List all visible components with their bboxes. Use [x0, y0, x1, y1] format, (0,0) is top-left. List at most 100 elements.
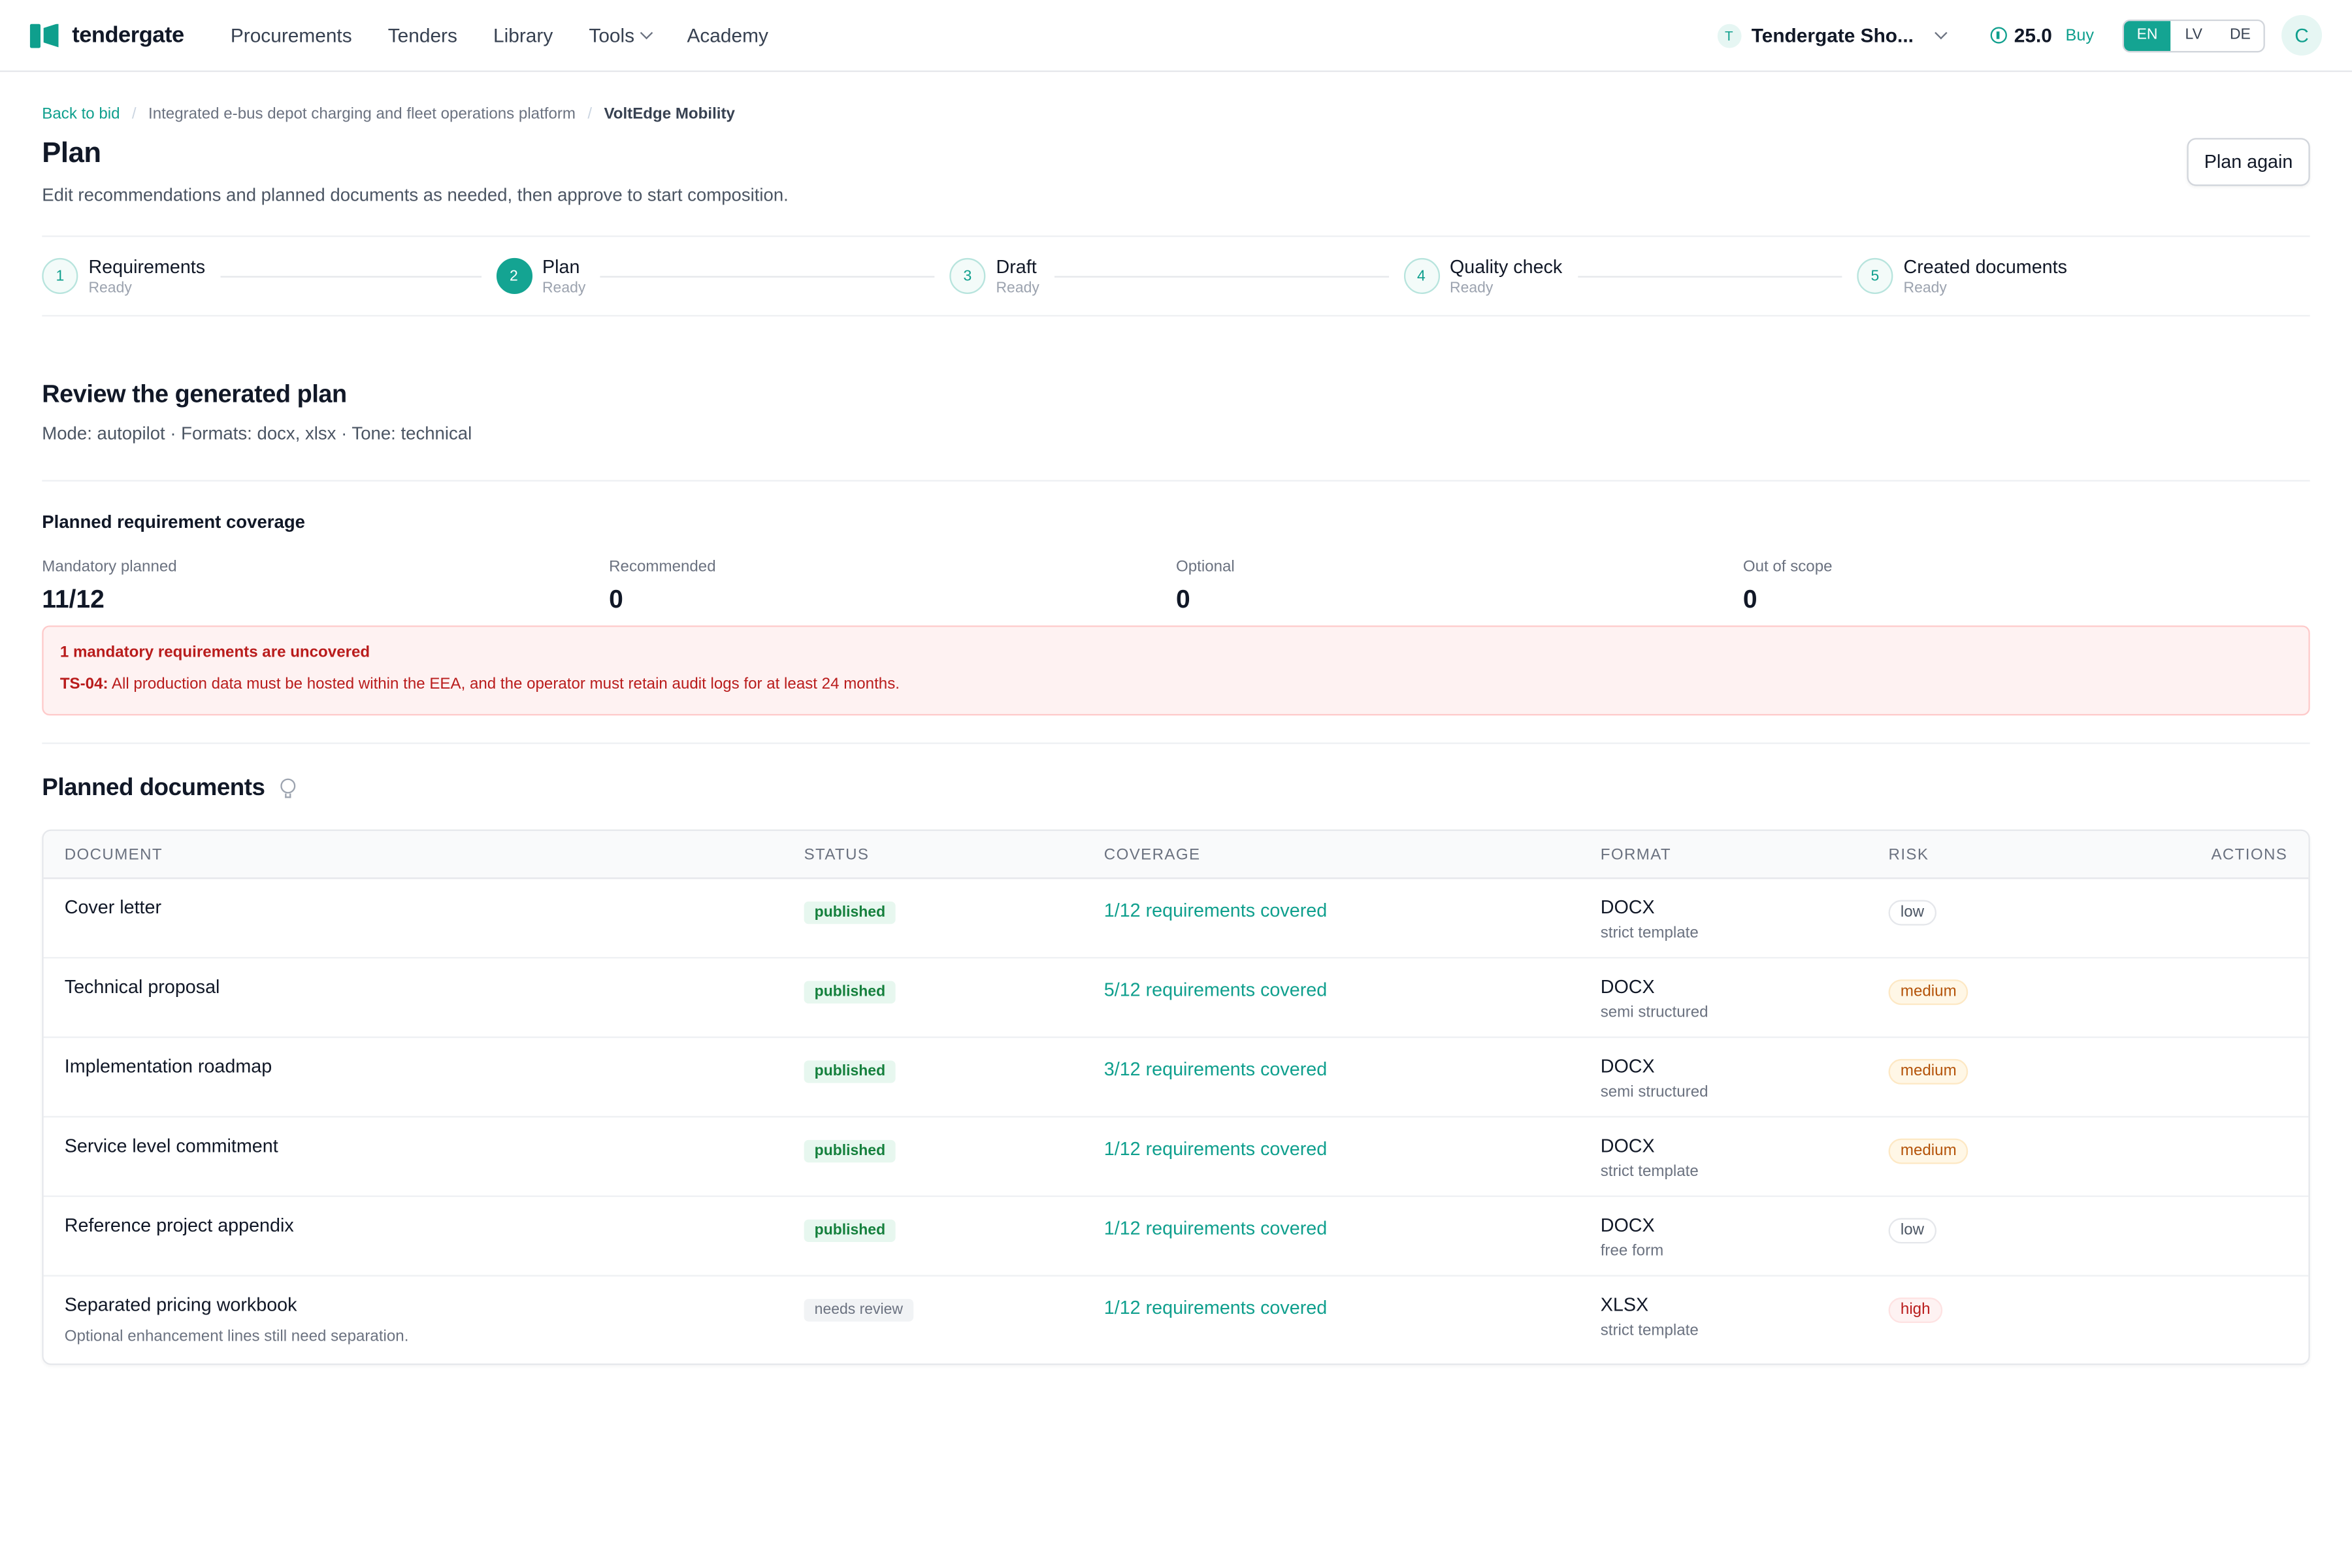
breadcrumb: Back to bid / Integrated e-bus depot cha…: [42, 105, 2310, 123]
document-note: Optional enhancement lines still need se…: [64, 1327, 409, 1346]
col-risk: RISK: [1888, 845, 1929, 864]
coverage-link[interactable]: 1/12 requirements covered: [1103, 1218, 1328, 1239]
alert-title: 1 mandatory requirements are uncovered: [59, 643, 370, 662]
breadcrumb-tender[interactable]: Integrated e-bus depot charging and flee…: [148, 105, 576, 123]
format-style: semi structured: [1600, 1003, 1708, 1022]
format-style: strict template: [1600, 924, 1699, 942]
format: DOCX: [1600, 976, 1655, 998]
chevron-down-icon: [640, 26, 653, 40]
table-header: DOCUMENT STATUS COVERAGE FORMAT RISK ACT…: [43, 830, 2309, 879]
col-status: STATUS: [804, 845, 870, 864]
table-row[interactable]: Technical proposal published 5/12 requir…: [43, 958, 2309, 1038]
step-draft[interactable]: 3 Draft Ready: [949, 255, 1403, 296]
nav-tenders[interactable]: Tenders: [388, 24, 457, 46]
stat-value: 11/12: [42, 585, 105, 614]
document-name: Cover letter: [64, 896, 162, 919]
table-row[interactable]: Separated pricing workbook Optional enhan…: [44, 1277, 2309, 1364]
step-number: 4: [1403, 257, 1439, 294]
format-style: strict template: [1600, 1162, 1699, 1181]
stat-label: Recommended: [609, 558, 716, 576]
logo-icon: [29, 23, 59, 48]
status-badge: published: [804, 981, 896, 1004]
step-connector: [1054, 275, 1388, 277]
org-avatar: T: [1716, 23, 1741, 48]
table-row[interactable]: Implementation roadmap published 3/12 re…: [43, 1038, 2309, 1118]
step-status: Ready: [1449, 280, 1494, 297]
coin-icon: [1990, 27, 2007, 44]
coverage-link[interactable]: 1/12 requirements covered: [1103, 900, 1328, 921]
org-switcher[interactable]: T Tendergate Sho...: [1716, 23, 1947, 48]
page-title: Plan: [42, 138, 101, 170]
documents-title: Planned documents: [42, 775, 265, 802]
nav-tools[interactable]: Tools: [589, 24, 653, 46]
step-quality-check[interactable]: 4 Quality check Ready: [1403, 255, 1857, 296]
risk-badge: low: [1888, 1218, 1936, 1244]
user-avatar[interactable]: C: [2281, 14, 2323, 56]
stat-mandatory: Mandatory planned 11/12: [42, 558, 609, 615]
coverage-link[interactable]: 1/12 requirements covered: [1103, 1297, 1328, 1319]
coverage-link[interactable]: 5/12 requirements covered: [1103, 979, 1328, 1001]
divider: [42, 742, 2310, 744]
main-nav: Procurements Tenders Library Tools Acade…: [231, 24, 768, 46]
brand-logo[interactable]: tendergate: [29, 22, 184, 48]
step-plan[interactable]: 2 Plan Ready: [495, 255, 950, 297]
step-number: 3: [949, 257, 986, 294]
status-badge: published: [804, 1139, 896, 1163]
col-document: DOCUMENT: [64, 845, 163, 864]
language-switcher: EN LV DE: [2122, 18, 2265, 52]
format-style: free form: [1600, 1242, 1664, 1260]
lightbulb-icon[interactable]: [280, 778, 295, 800]
step-label: Draft: [996, 255, 1037, 277]
format-style: semi structured: [1600, 1083, 1708, 1102]
back-to-bid-link[interactable]: Back to bid: [42, 105, 120, 123]
format: XLSX: [1600, 1294, 1649, 1316]
nav-procurements[interactable]: Procurements: [231, 24, 352, 46]
col-coverage: COVERAGE: [1103, 845, 1201, 864]
coverage-link[interactable]: 3/12 requirements covered: [1103, 1058, 1328, 1081]
step-status: Ready: [1903, 280, 1947, 297]
stat-value: 0: [609, 585, 623, 614]
breadcrumb-separator: /: [131, 105, 137, 123]
main-content: Back to bid / Integrated e-bus depot cha…: [0, 105, 2352, 1365]
table-row[interactable]: Service level commitment published 1/12 …: [43, 1117, 2309, 1198]
requirement-code: TS-04:: [59, 675, 108, 693]
status-badge: published: [804, 1060, 896, 1083]
status-badge: published: [804, 1219, 896, 1243]
nav-label: Academy: [687, 24, 768, 47]
lang-de[interactable]: DE: [2229, 27, 2251, 44]
step-status: Ready: [996, 280, 1039, 297]
document-name: Implementation roadmap: [64, 1056, 272, 1077]
table-row[interactable]: Cover letter published 1/12 requirements…: [43, 879, 2309, 959]
step-created-documents[interactable]: 5 Created documents Ready: [1857, 255, 2310, 296]
risk-badge: high: [1888, 1297, 1942, 1323]
plan-again-button[interactable]: Plan again: [2187, 138, 2310, 186]
nav-label: Tenders: [387, 24, 457, 47]
step-status: Ready: [542, 280, 586, 297]
step-number: 1: [42, 257, 78, 294]
nav-library[interactable]: Library: [493, 24, 553, 46]
lang-lv[interactable]: LV: [2185, 27, 2202, 44]
credits-value: 25.0: [2014, 24, 2052, 47]
step-requirements[interactable]: 1 Requirements Ready: [42, 255, 496, 296]
workflow-stepper: 1 Requirements Ready 2 Plan Ready 3 Draft R…: [42, 235, 2310, 317]
brand-name: tendergate: [72, 22, 184, 48]
document-name: Reference project appendix: [64, 1215, 294, 1236]
buy-credits-link[interactable]: Buy: [2065, 26, 2095, 44]
document-name: Separated pricing workbook: [64, 1294, 297, 1316]
stat-out-of-scope: Out of scope 0: [1743, 558, 2310, 615]
format: DOCX: [1600, 1215, 1655, 1236]
table-row[interactable]: Reference project appendix published 1/1…: [43, 1197, 2309, 1277]
coverage-title: Planned requirement coverage: [42, 511, 306, 533]
step-label: Created documents: [1903, 255, 2067, 277]
documents-header: Planned documents: [42, 776, 2310, 802]
step-label: Quality check: [1449, 255, 1563, 277]
document-name: Technical proposal: [64, 976, 220, 998]
coverage-link[interactable]: 1/12 requirements covered: [1103, 1138, 1328, 1160]
review-title: Review the generated plan: [42, 381, 347, 408]
breadcrumb-separator: /: [587, 105, 593, 123]
alert-body: TS-04: All production data must be hoste…: [60, 675, 2292, 693]
stat-value: 0: [1742, 585, 1757, 614]
nav-academy[interactable]: Academy: [687, 24, 768, 46]
lang-en[interactable]: EN: [2123, 20, 2171, 50]
